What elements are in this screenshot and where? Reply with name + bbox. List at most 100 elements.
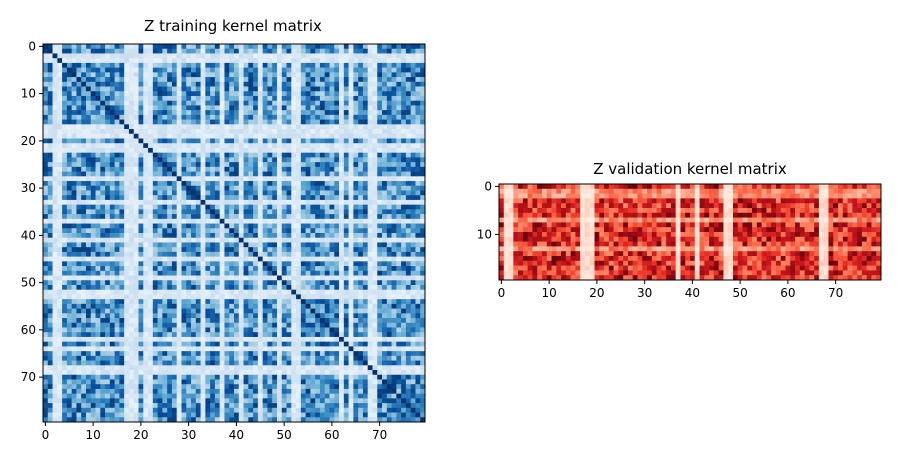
heatmap-cell bbox=[253, 209, 259, 215]
heatmap-cell bbox=[248, 100, 254, 106]
heatmap-cell bbox=[401, 242, 407, 248]
heatmap-cell bbox=[234, 67, 240, 73]
heatmap-cell bbox=[281, 214, 287, 220]
heatmap-cell bbox=[272, 181, 278, 187]
heatmap-cell bbox=[181, 152, 187, 158]
heatmap-cell bbox=[114, 176, 120, 182]
heatmap-cell bbox=[81, 147, 87, 154]
heatmap-cell bbox=[238, 181, 244, 187]
heatmap-cell bbox=[52, 256, 58, 262]
heatmap-cell bbox=[410, 199, 416, 205]
heatmap-cell bbox=[281, 157, 287, 163]
heatmap-cell bbox=[157, 166, 163, 172]
heatmap-cell bbox=[95, 289, 101, 295]
heatmap-cell bbox=[300, 86, 306, 92]
heatmap-cell bbox=[391, 91, 397, 97]
heatmap-cell bbox=[224, 280, 230, 286]
heatmap-cell bbox=[124, 124, 130, 130]
heatmap-cell bbox=[171, 157, 178, 163]
heatmap-cell bbox=[276, 299, 283, 305]
heatmap-cell bbox=[324, 176, 330, 182]
heatmap-cell bbox=[152, 62, 158, 68]
heatmap-cell bbox=[109, 204, 115, 210]
heatmap-cell bbox=[114, 91, 120, 97]
heatmap-cell bbox=[167, 308, 173, 314]
heatmap-cell bbox=[372, 284, 378, 291]
heatmap-cell bbox=[167, 129, 173, 135]
heatmap-cell bbox=[291, 256, 297, 262]
heatmap-cell bbox=[257, 199, 264, 205]
heatmap-cell bbox=[210, 62, 216, 68]
heatmap-cell bbox=[420, 256, 426, 262]
heatmap-cell bbox=[105, 214, 111, 220]
heatmap-cell bbox=[248, 318, 254, 324]
heatmap-cell bbox=[229, 58, 235, 64]
heatmap-cell bbox=[257, 214, 264, 220]
heatmap-cell bbox=[248, 313, 254, 319]
heatmap-cell bbox=[234, 313, 240, 319]
heatmap-cell bbox=[90, 171, 96, 177]
heatmap-cell bbox=[157, 114, 163, 120]
heatmap-cell bbox=[195, 308, 201, 314]
heatmap-cell bbox=[195, 72, 201, 78]
heatmap-cell bbox=[358, 275, 364, 281]
heatmap-cell bbox=[133, 147, 139, 154]
heatmap-cell bbox=[167, 72, 173, 78]
heatmap-cell bbox=[195, 313, 201, 319]
heatmap-cell bbox=[171, 58, 178, 64]
heatmap-cell bbox=[300, 322, 306, 328]
heatmap-cell bbox=[157, 280, 163, 286]
heatmap-cell bbox=[253, 332, 259, 338]
heatmap-cell bbox=[410, 313, 416, 319]
heatmap-cell bbox=[52, 81, 58, 87]
heatmap-cell bbox=[200, 162, 206, 168]
heatmap-cell bbox=[401, 294, 407, 300]
heatmap-cell bbox=[81, 81, 87, 87]
heatmap-cell bbox=[257, 195, 264, 201]
heatmap-cell bbox=[238, 261, 244, 267]
heatmap-cell bbox=[214, 91, 221, 97]
heatmap-cell bbox=[124, 199, 130, 205]
heatmap-cell bbox=[343, 284, 349, 291]
heatmap-cell bbox=[85, 162, 92, 168]
heatmap-cell bbox=[105, 110, 111, 116]
heatmap-cell bbox=[257, 44, 264, 50]
heatmap-cell bbox=[262, 110, 268, 116]
heatmap-cell bbox=[186, 67, 192, 73]
heatmap-cell bbox=[210, 237, 216, 243]
heatmap-cell bbox=[382, 318, 388, 324]
heatmap-cell bbox=[296, 318, 302, 324]
heatmap-cell bbox=[81, 318, 87, 324]
heatmap-cell bbox=[362, 308, 369, 314]
heatmap-cell bbox=[286, 280, 292, 286]
heatmap-cell bbox=[238, 72, 244, 78]
heatmap-cell bbox=[377, 223, 383, 229]
heatmap-cell bbox=[410, 228, 416, 234]
heatmap-cell bbox=[377, 233, 383, 239]
heatmap-cell bbox=[133, 181, 139, 187]
heatmap-cell bbox=[248, 204, 254, 210]
heatmap-cell bbox=[377, 105, 383, 111]
heatmap-cell bbox=[276, 294, 283, 300]
heatmap-cell bbox=[71, 223, 77, 229]
heatmap-cell bbox=[119, 138, 125, 144]
heatmap-cell bbox=[176, 133, 182, 139]
heatmap-cell bbox=[43, 72, 49, 78]
heatmap-cell bbox=[43, 199, 49, 205]
heatmap-cell bbox=[105, 185, 111, 191]
heatmap-cell bbox=[267, 72, 273, 78]
heatmap-cell bbox=[420, 81, 426, 87]
heatmap-cell bbox=[382, 171, 388, 177]
heatmap-cell bbox=[57, 204, 63, 210]
heatmap-cell bbox=[200, 218, 206, 224]
heatmap-cell bbox=[405, 266, 412, 272]
heatmap-cell bbox=[276, 77, 283, 83]
heatmap-cell bbox=[52, 95, 58, 102]
heatmap-cell bbox=[319, 152, 326, 158]
heatmap-cell bbox=[105, 171, 111, 177]
heatmap-cell bbox=[152, 261, 158, 267]
heatmap-cell bbox=[176, 171, 182, 177]
heatmap-cell bbox=[148, 100, 154, 106]
heatmap-cell bbox=[138, 171, 144, 177]
heatmap-cell bbox=[253, 53, 259, 59]
